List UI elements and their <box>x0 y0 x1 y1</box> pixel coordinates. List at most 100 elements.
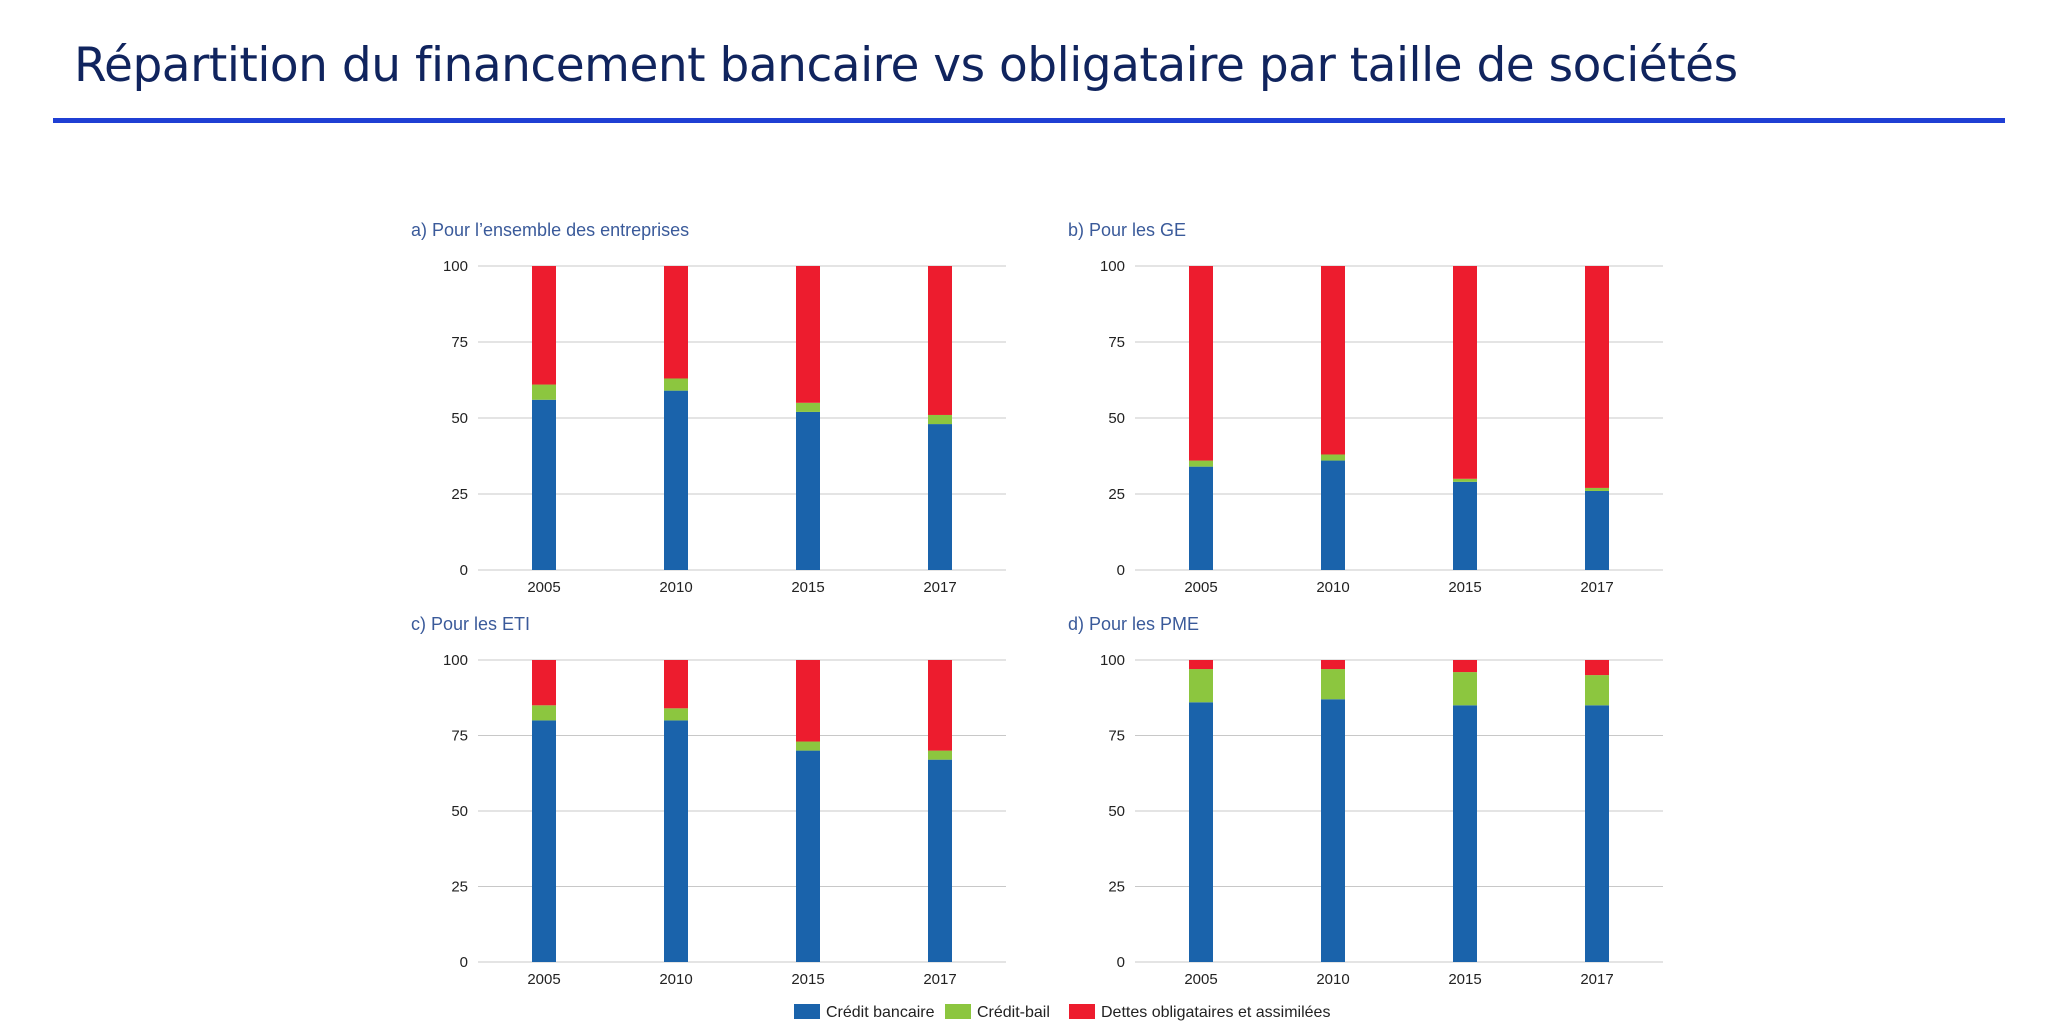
y-tick-label: 100 <box>1100 652 1125 669</box>
bar-credit-bancaire-2010 <box>664 390 688 570</box>
bar-dettes-obligataires-2017 <box>928 266 952 415</box>
bar-credit-bail-2010 <box>1321 454 1345 461</box>
x-tick-label: 2017 <box>1580 579 1613 596</box>
bar-credit-bancaire-2005 <box>532 720 556 962</box>
bar-dettes-obligataires-2017 <box>1585 266 1609 488</box>
x-tick-label: 2010 <box>659 971 692 988</box>
chart-panel-3: c) Pour les ETI 0 25 50 75 100 2005 2010 2015 201… <box>411 614 1006 988</box>
x-tick-label: 2010 <box>1316 579 1349 596</box>
bar-credit-bail-2005 <box>1189 460 1213 467</box>
y-tick-label: 25 <box>451 486 468 503</box>
bar-credit-bancaire-2017 <box>1585 705 1609 962</box>
y-tick-label: 75 <box>1108 728 1125 745</box>
bar-credit-bancaire-2015 <box>796 411 820 570</box>
y-tick-label: 100 <box>443 258 468 275</box>
y-tick-label: 25 <box>1108 879 1125 896</box>
y-tick-label: 100 <box>1100 258 1125 275</box>
bar-credit-bail-2010 <box>1321 669 1345 700</box>
bar-dettes-obligataires-2005 <box>1189 266 1213 461</box>
bar-credit-bancaire-2005 <box>1189 466 1213 570</box>
bar-credit-bail-2010 <box>664 378 688 391</box>
bar-credit-bancaire-2015 <box>796 750 820 962</box>
legend: Crédit bancaire Crédit-bail Dettes obligat… <box>794 1004 1330 1021</box>
x-tick-label: 2005 <box>527 579 560 596</box>
bar-credit-bail-2017 <box>1585 487 1609 491</box>
bar-credit-bancaire-2005 <box>532 399 556 570</box>
bar-dettes-obligataires-2010 <box>1321 660 1345 670</box>
x-tick-label: 2015 <box>791 579 824 596</box>
y-tick-label: 50 <box>1108 803 1125 820</box>
y-tick-label: 75 <box>1108 334 1125 351</box>
y-tick-label: 25 <box>451 879 468 896</box>
bar-dettes-obligataires-2017 <box>928 660 952 751</box>
y-tick-label: 75 <box>451 728 468 745</box>
chart-panel-2: b) Pour les GE 0 25 50 75 100 2005 2010 2015 2017 <box>1068 220 1663 596</box>
bar-credit-bancaire-2010 <box>1321 699 1345 962</box>
bar-credit-bancaire-2010 <box>664 720 688 962</box>
x-tick-label: 2015 <box>1448 971 1481 988</box>
bar-credit-bail-2015 <box>796 402 820 412</box>
x-tick-label: 2017 <box>923 579 956 596</box>
bar-dettes-obligataires-2010 <box>664 660 688 709</box>
x-tick-label: 2015 <box>1448 579 1481 596</box>
bar-credit-bancaire-2017 <box>1585 490 1609 570</box>
y-tick-label: 100 <box>443 652 468 669</box>
bar-credit-bail-2015 <box>1453 672 1477 706</box>
chart-panel-4: d) Pour les PME 0 25 50 75 100 2005 2010 2015 201… <box>1068 614 1663 988</box>
bar-credit-bail-2005 <box>1189 669 1213 703</box>
x-tick-label: 2005 <box>1184 971 1217 988</box>
bar-credit-bail-2010 <box>664 708 688 721</box>
bar-credit-bail-2017 <box>1585 675 1609 706</box>
bar-dettes-obligataires-2015 <box>796 660 820 742</box>
y-tick-label: 50 <box>1108 410 1125 427</box>
panel-title: c) Pour les ETI <box>411 614 530 634</box>
bar-dettes-obligataires-2010 <box>664 266 688 379</box>
y-tick-label: 0 <box>460 562 468 579</box>
x-tick-label: 2017 <box>923 971 956 988</box>
legend-label-credit-bail: Crédit-bail <box>977 1004 1050 1021</box>
title-divider <box>53 118 2005 123</box>
bar-credit-bail-2017 <box>928 750 952 760</box>
x-tick-label: 2010 <box>1316 971 1349 988</box>
bar-dettes-obligataires-2005 <box>532 266 556 385</box>
bar-dettes-obligataires-2015 <box>796 266 820 403</box>
y-tick-label: 0 <box>460 954 468 971</box>
bar-dettes-obligataires-2015 <box>1453 660 1477 673</box>
y-tick-label: 0 <box>1117 562 1125 579</box>
bar-credit-bancaire-2015 <box>1453 481 1477 570</box>
bar-credit-bail-2015 <box>1453 478 1477 482</box>
legend-swatch-dettes-obligataires <box>1069 1004 1095 1019</box>
panel-title: a) Pour l’ensemble des entreprises <box>411 220 689 240</box>
panel-title: d) Pour les PME <box>1068 614 1199 634</box>
bar-credit-bancaire-2015 <box>1453 705 1477 962</box>
bar-dettes-obligataires-2005 <box>1189 660 1213 670</box>
x-tick-label: 2005 <box>527 971 560 988</box>
bar-credit-bancaire-2010 <box>1321 460 1345 570</box>
bar-credit-bancaire-2017 <box>928 759 952 962</box>
x-tick-label: 2017 <box>1580 971 1613 988</box>
y-tick-label: 50 <box>451 410 468 427</box>
page-title: Répartition du financement bancaire vs o… <box>74 38 1738 93</box>
bar-credit-bail-2017 <box>928 414 952 425</box>
bar-credit-bail-2015 <box>796 741 820 751</box>
bar-credit-bancaire-2017 <box>928 424 952 570</box>
bar-dettes-obligataires-2015 <box>1453 266 1477 479</box>
bar-credit-bail-2005 <box>532 384 556 400</box>
bar-credit-bail-2005 <box>532 705 556 721</box>
y-tick-label: 75 <box>451 334 468 351</box>
x-tick-label: 2010 <box>659 579 692 596</box>
bar-dettes-obligataires-2005 <box>532 660 556 706</box>
legend-swatch-credit-bancaire <box>794 1004 820 1019</box>
legend-label-dettes-obligataires: Dettes obligataires et assimilées <box>1101 1004 1330 1021</box>
y-tick-label: 0 <box>1117 954 1125 971</box>
x-tick-label: 2015 <box>791 971 824 988</box>
legend-swatch-credit-bail <box>945 1004 971 1019</box>
legend-label-credit-bancaire: Crédit bancaire <box>826 1004 935 1021</box>
y-tick-label: 50 <box>451 803 468 820</box>
panel-title: b) Pour les GE <box>1068 220 1186 240</box>
chart-panel-1: a) Pour l’ensemble des entreprises 0 25 50 7… <box>411 220 1006 596</box>
y-tick-label: 25 <box>1108 486 1125 503</box>
bar-dettes-obligataires-2017 <box>1585 660 1609 676</box>
x-tick-label: 2005 <box>1184 579 1217 596</box>
